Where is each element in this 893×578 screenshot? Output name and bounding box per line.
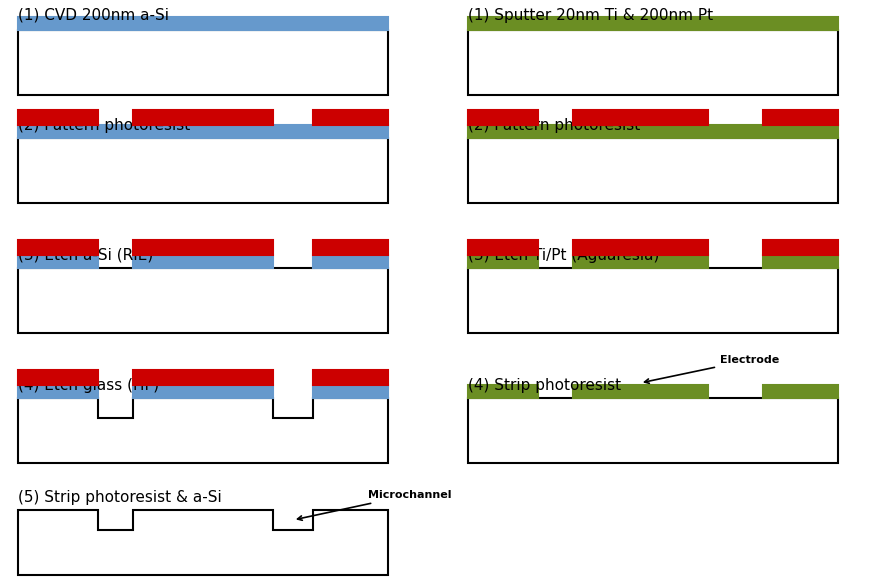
Bar: [763, 255, 838, 268]
Text: Microchannel: Microchannel: [297, 490, 452, 520]
Bar: [133, 240, 273, 255]
Bar: [468, 398, 838, 463]
Bar: [133, 110, 273, 125]
Bar: [573, 110, 708, 125]
Text: (1) Sputter 20nm Ti & 200nm Pt: (1) Sputter 20nm Ti & 200nm Pt: [468, 8, 714, 23]
Bar: [573, 255, 708, 268]
Bar: [18, 125, 388, 138]
Bar: [313, 255, 388, 268]
Text: (3) Etch Ti/Pt (Aguaresia): (3) Etch Ti/Pt (Aguaresia): [468, 248, 659, 263]
Bar: [133, 255, 273, 268]
Bar: [468, 385, 538, 398]
Text: (2) Pattern photoresist: (2) Pattern photoresist: [18, 118, 190, 133]
Bar: [133, 370, 273, 385]
Text: (3) Etch a-Si (RIE): (3) Etch a-Si (RIE): [18, 248, 154, 263]
Bar: [468, 138, 838, 203]
Polygon shape: [18, 398, 388, 463]
Bar: [133, 385, 273, 398]
Text: (4) Strip photoresist: (4) Strip photoresist: [468, 378, 622, 393]
Bar: [18, 17, 388, 30]
Bar: [468, 125, 838, 138]
Bar: [573, 240, 708, 255]
Polygon shape: [18, 510, 388, 575]
Bar: [313, 110, 388, 125]
Bar: [468, 110, 538, 125]
Bar: [18, 268, 388, 333]
Bar: [313, 370, 388, 385]
Text: (2) Pattern photoresist: (2) Pattern photoresist: [468, 118, 640, 133]
Bar: [468, 255, 538, 268]
Bar: [18, 240, 98, 255]
Bar: [468, 17, 838, 30]
Bar: [763, 110, 838, 125]
Bar: [18, 30, 388, 95]
Bar: [573, 385, 708, 398]
Bar: [468, 240, 538, 255]
Bar: [18, 110, 98, 125]
Text: (4) Etch glass (HF): (4) Etch glass (HF): [18, 378, 159, 393]
Bar: [18, 255, 98, 268]
Text: (5) Strip photoresist & a-Si: (5) Strip photoresist & a-Si: [18, 490, 221, 505]
Bar: [18, 370, 98, 385]
Text: Electrode: Electrode: [645, 355, 780, 383]
Bar: [763, 240, 838, 255]
Bar: [18, 385, 98, 398]
Bar: [468, 30, 838, 95]
Bar: [468, 268, 838, 333]
Bar: [763, 385, 838, 398]
Text: (1) CVD 200nm a-Si: (1) CVD 200nm a-Si: [18, 8, 169, 23]
Bar: [313, 385, 388, 398]
Bar: [313, 240, 388, 255]
Bar: [18, 138, 388, 203]
